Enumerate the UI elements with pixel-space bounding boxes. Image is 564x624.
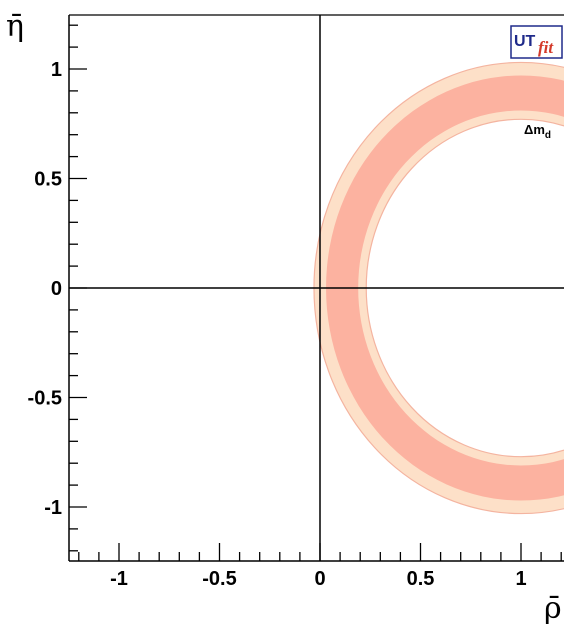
axis-ticks — [69, 24, 562, 561]
x-axis-title: ρ̄ — [544, 591, 562, 624]
utfit-logo: UT fit — [510, 25, 563, 59]
x-tick-labels: -1 -0.5 0 0.5 1 — [110, 568, 526, 590]
y-tick-label: -1 — [44, 497, 62, 519]
y-tick-labels: -1 -0.5 0 0.5 1 — [28, 59, 62, 519]
x-tick-label: -0.5 — [202, 568, 236, 590]
dmd-subscript: d — [545, 130, 551, 141]
dmd-inner-band — [326, 75, 564, 501]
dmd-annotation: Δmd — [524, 122, 551, 141]
y-tick-label: -0.5 — [28, 388, 62, 410]
dmd-label: Δm — [524, 122, 545, 137]
dmd-constraint-bands — [313, 61, 564, 515]
logo-text-ut: UT — [514, 33, 536, 50]
y-tick-label: 1 — [51, 59, 62, 81]
y-tick-label: 0 — [51, 278, 62, 300]
svg-text:Δmd: Δmd — [524, 122, 551, 141]
x-tick-label: 0.5 — [407, 568, 435, 590]
y-axis-title: η̄ — [6, 9, 24, 44]
x-tick-label: 0 — [314, 568, 325, 590]
y-tick-label: 0.5 — [34, 169, 62, 191]
logo-text-fit: fit — [538, 38, 554, 57]
x-tick-label: -1 — [110, 568, 128, 590]
x-tick-label: 1 — [515, 568, 526, 590]
logo-box — [510, 25, 563, 59]
zero-axis-lines — [69, 15, 564, 561]
